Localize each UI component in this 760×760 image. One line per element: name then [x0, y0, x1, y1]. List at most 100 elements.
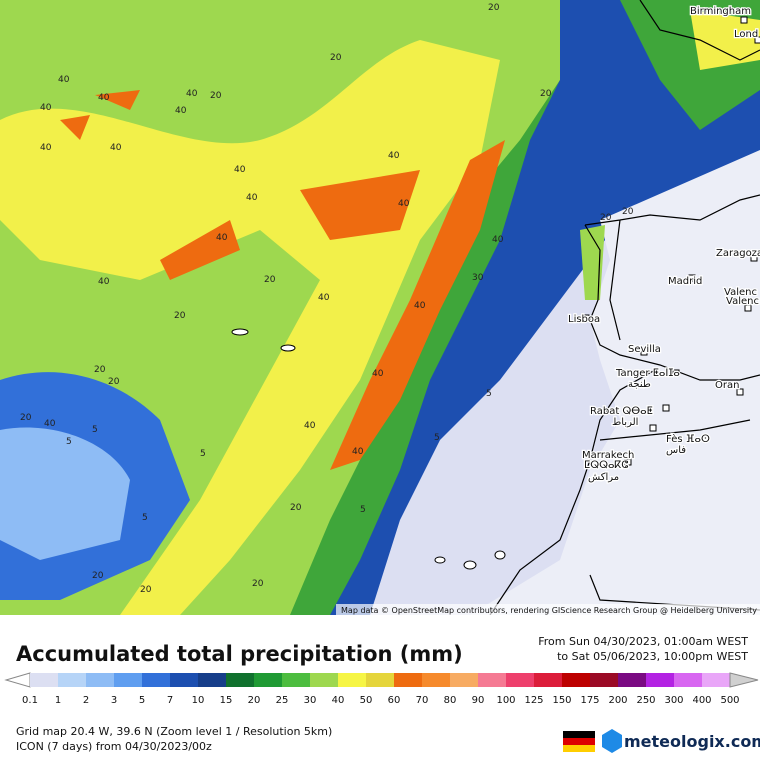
city-marker — [688, 274, 696, 282]
land — [470, 150, 760, 615]
precipitation-map: Birmingham Lond Zaragoza Madrid ValencValenc… — [0, 0, 760, 615]
city-label: Marrakech — [582, 450, 634, 461]
logo-icon — [602, 729, 622, 753]
contour-label: 40 — [492, 235, 504, 245]
islands — [231, 328, 506, 570]
city-marker — [740, 16, 748, 24]
legend-swatch — [114, 673, 143, 687]
legend-label: 60 — [388, 695, 401, 706]
legend-label: 40 — [332, 695, 345, 706]
city-label: Valenc — [724, 287, 757, 298]
contour-label: 20 — [210, 91, 222, 101]
legend-label: 25 — [276, 695, 289, 706]
legend-label: 5 — [139, 695, 145, 706]
contour-label: 40 — [216, 233, 228, 243]
legend-swatch — [338, 673, 367, 687]
contour-label: 40 — [44, 419, 56, 429]
contour-label: 40 — [175, 106, 187, 116]
city-marker — [624, 458, 632, 466]
contour-label: 40 — [98, 277, 110, 287]
contour-label: 40 — [98, 93, 110, 103]
city-label: Tanger ⵟⴰⵏⵊⴰ — [615, 368, 680, 379]
contour-label: 5 — [66, 437, 72, 447]
contour-label: 40 — [40, 143, 52, 153]
city-label: طنجة — [628, 379, 651, 390]
title: Accumulated total precipitation (mm) — [16, 642, 463, 666]
contour-label: 20 — [140, 585, 152, 595]
legend-label: 125 — [524, 695, 543, 706]
legend-swatch — [394, 673, 423, 687]
attribution: Map data © OpenStreetMap contributors, r… — [341, 606, 757, 615]
legend-panel: Accumulated total precipitation (mm) Fro… — [4, 635, 760, 753]
legend-swatch — [366, 673, 395, 687]
contour-label: 5 — [486, 389, 492, 399]
contour-label: 20 — [290, 503, 302, 513]
legend-swatch — [506, 673, 535, 687]
city-marker — [649, 424, 657, 432]
date-to: to Sat 05/06/2023, 10:00pm WEST — [557, 650, 748, 663]
legend-label: 15 — [220, 695, 233, 706]
grid-info: Grid map 20.4 W, 39.6 N (Zoom level 1 / … — [16, 725, 332, 738]
city-label: الرباط — [612, 417, 638, 428]
contour-label: 40 — [388, 151, 400, 161]
date-from: From Sun 04/30/2023, 01:00am WEST — [538, 635, 748, 648]
city-marker — [744, 304, 752, 312]
logo: meteologix.com — [624, 732, 760, 751]
legend-label: 150 — [552, 695, 571, 706]
legend-swatch — [30, 673, 59, 687]
city-label: Valenc — [726, 296, 759, 307]
contour-label: 5 — [360, 505, 366, 515]
contour-label: 5 — [142, 513, 148, 523]
legend-label: 80 — [444, 695, 457, 706]
legend-swatch — [142, 673, 171, 687]
contour-label: 20 — [252, 579, 264, 589]
legend-swatch — [86, 673, 115, 687]
legend-label: 50 — [360, 695, 373, 706]
legend-label: 300 — [664, 695, 683, 706]
contour-label: 40 — [304, 421, 316, 431]
contour-label: 40 — [398, 199, 410, 209]
legend-label: 7 — [167, 695, 173, 706]
city-label: Zaragoza — [716, 248, 760, 259]
legend-label: 90 — [472, 695, 485, 706]
contour-label: 40 — [318, 293, 330, 303]
contour-label: 20 — [108, 377, 120, 387]
contour-label: 20 — [174, 311, 186, 321]
legend-arrow-right — [729, 672, 759, 688]
field — [0, 427, 130, 560]
city-label: Madrid — [668, 276, 702, 287]
legend-swatch — [422, 673, 451, 687]
legend-swatch — [674, 673, 703, 687]
legend-swatch — [310, 673, 339, 687]
contour-label: 20 — [600, 213, 612, 223]
contour-label: 40 — [372, 369, 384, 379]
contour-label: 20 — [94, 365, 106, 375]
legend-label: 100 — [496, 695, 515, 706]
legend-label: 3 — [111, 695, 117, 706]
flag — [563, 731, 595, 752]
contour-label: 40 — [110, 143, 122, 153]
city-marker — [736, 388, 744, 396]
legend-swatch — [450, 673, 479, 687]
legend-swatch — [702, 673, 731, 687]
legend-label: 250 — [636, 695, 655, 706]
city-marker — [754, 36, 760, 44]
city-label: ⵎⵕⵕⴰⴽⵛ — [584, 460, 628, 471]
city-marker — [582, 314, 590, 322]
legend-swatch — [58, 673, 87, 687]
city-label: Lond — [734, 29, 758, 40]
model-info: ICON (7 days) from 04/30/2023/00z — [16, 740, 212, 753]
city-label: Fès ⴼⴰⵙ — [666, 433, 710, 445]
legend-label: 0.1 — [22, 695, 38, 706]
legend-label: 1 — [55, 695, 61, 706]
legend-swatch — [226, 673, 255, 687]
city-marker — [640, 348, 648, 356]
city-label: Sevilla — [628, 344, 661, 355]
city-label: Lisboa — [568, 314, 600, 325]
city-label: Rabat ⵕⴱⴰⵟ — [590, 406, 653, 417]
city-marker — [662, 404, 670, 412]
contour-label: 40 — [352, 447, 364, 457]
contour-label: 40 — [246, 193, 258, 203]
legend-swatch — [590, 673, 619, 687]
legend-label: 2 — [83, 695, 89, 706]
